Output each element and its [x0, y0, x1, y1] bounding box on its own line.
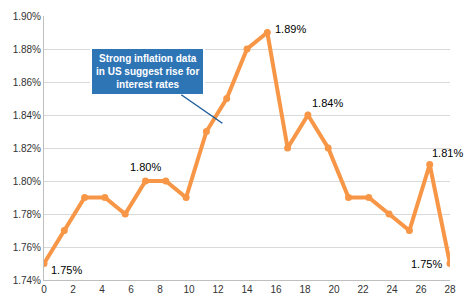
svg-text:12: 12 — [212, 284, 224, 295]
svg-text:10: 10 — [183, 284, 195, 295]
svg-text:22: 22 — [357, 284, 369, 295]
svg-text:0: 0 — [41, 284, 47, 295]
svg-text:26: 26 — [415, 284, 427, 295]
svg-text:1.81%: 1.81% — [432, 147, 463, 159]
svg-text:28: 28 — [444, 284, 456, 295]
svg-text:8: 8 — [157, 284, 163, 295]
svg-text:24: 24 — [386, 284, 398, 295]
svg-text:1.82%: 1.82% — [13, 143, 41, 154]
svg-text:14: 14 — [241, 284, 253, 295]
svg-text:6: 6 — [128, 284, 134, 295]
svg-text:Strong inflation datain US sug: Strong inflation datain US suggest rise … — [96, 53, 199, 90]
svg-text:1.86%: 1.86% — [13, 77, 41, 88]
svg-text:1.84%: 1.84% — [13, 110, 41, 121]
svg-text:1.88%: 1.88% — [13, 44, 41, 55]
svg-text:1.80%: 1.80% — [13, 176, 41, 187]
svg-text:1.78%: 1.78% — [13, 209, 41, 220]
svg-text:1.76%: 1.76% — [13, 242, 41, 253]
svg-text:1.74%: 1.74% — [13, 275, 41, 286]
svg-text:20: 20 — [328, 284, 340, 295]
svg-text:4: 4 — [99, 284, 105, 295]
svg-text:1.89%: 1.89% — [275, 23, 306, 35]
svg-text:1.75%: 1.75% — [411, 258, 442, 270]
svg-text:16: 16 — [270, 284, 282, 295]
svg-text:1.84%: 1.84% — [312, 97, 343, 109]
svg-text:1.80%: 1.80% — [130, 161, 161, 173]
svg-text:1.75%: 1.75% — [51, 264, 82, 276]
svg-text:2: 2 — [70, 284, 76, 295]
svg-text:1.90%: 1.90% — [13, 11, 41, 22]
svg-text:18: 18 — [299, 284, 311, 295]
